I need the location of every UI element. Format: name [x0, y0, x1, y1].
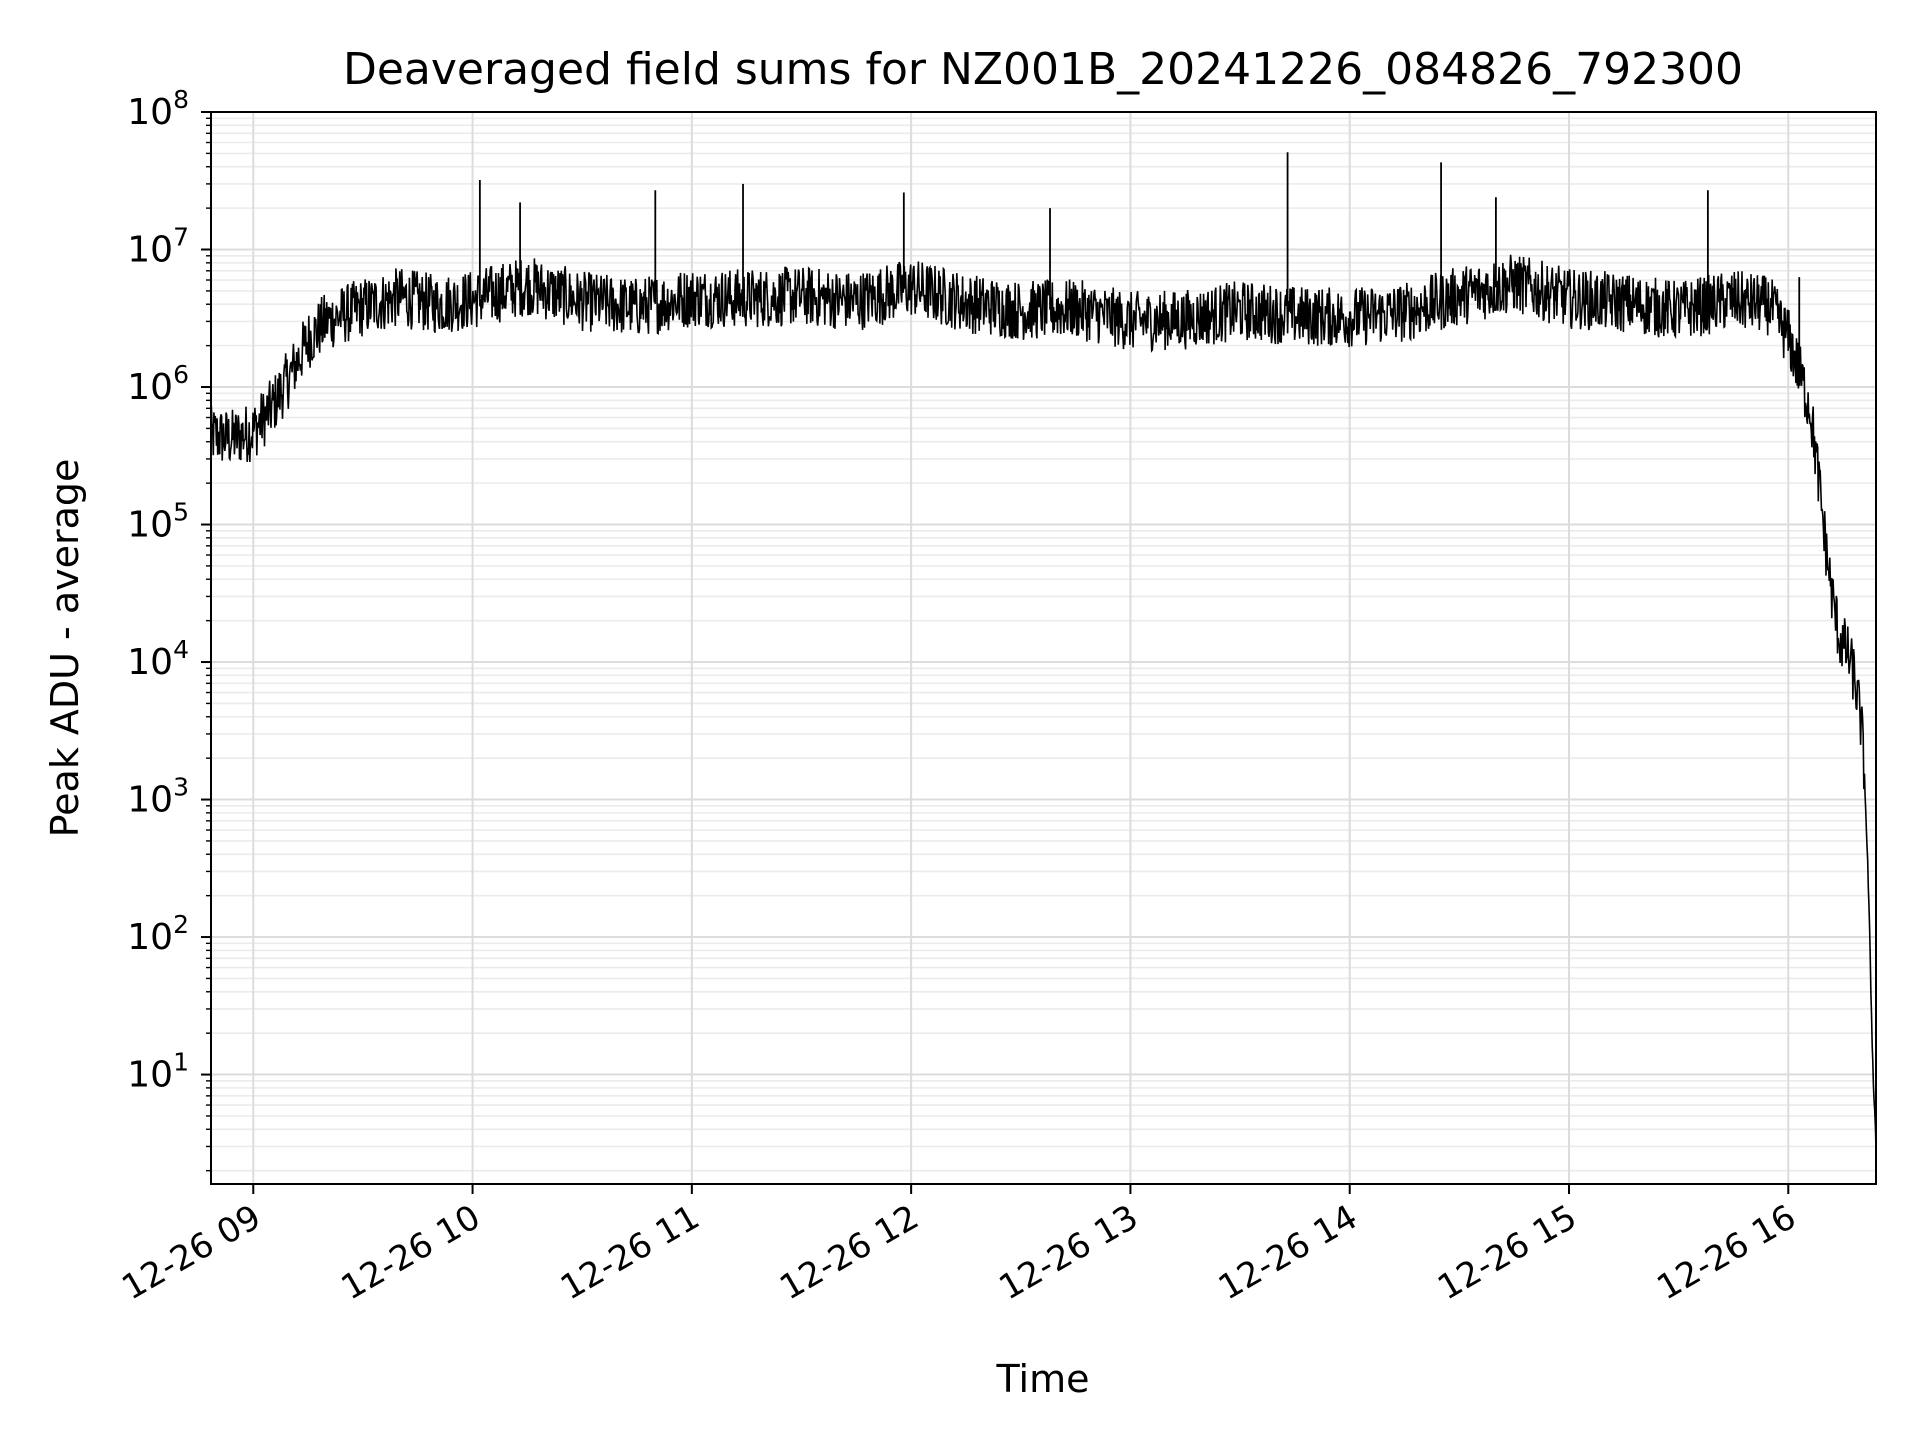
y-tick-label: 107 — [127, 223, 189, 271]
y-axis-label: Peak ADU - average — [43, 459, 87, 838]
y-tick-label: 105 — [127, 498, 189, 546]
series-layer — [211, 152, 1876, 1149]
plot-area — [211, 112, 1876, 1184]
y-tick-label: 106 — [127, 360, 189, 408]
chart-title: Deaveraged field sums for NZ001B_2024122… — [343, 44, 1743, 95]
x-axis-label: Time — [996, 1357, 1090, 1401]
y-tick-label: 104 — [127, 635, 189, 683]
plot-frame — [210, 111, 1877, 1185]
y-tick-label: 101 — [127, 1048, 189, 1096]
y-tick-label: 108 — [127, 85, 189, 133]
y-tick-label: 102 — [127, 910, 189, 958]
y-tick-label: 103 — [127, 773, 189, 821]
series-line — [211, 254, 1876, 1149]
y-axis: 101 102 103 104 105 106 107 108 — [127, 85, 211, 1172]
